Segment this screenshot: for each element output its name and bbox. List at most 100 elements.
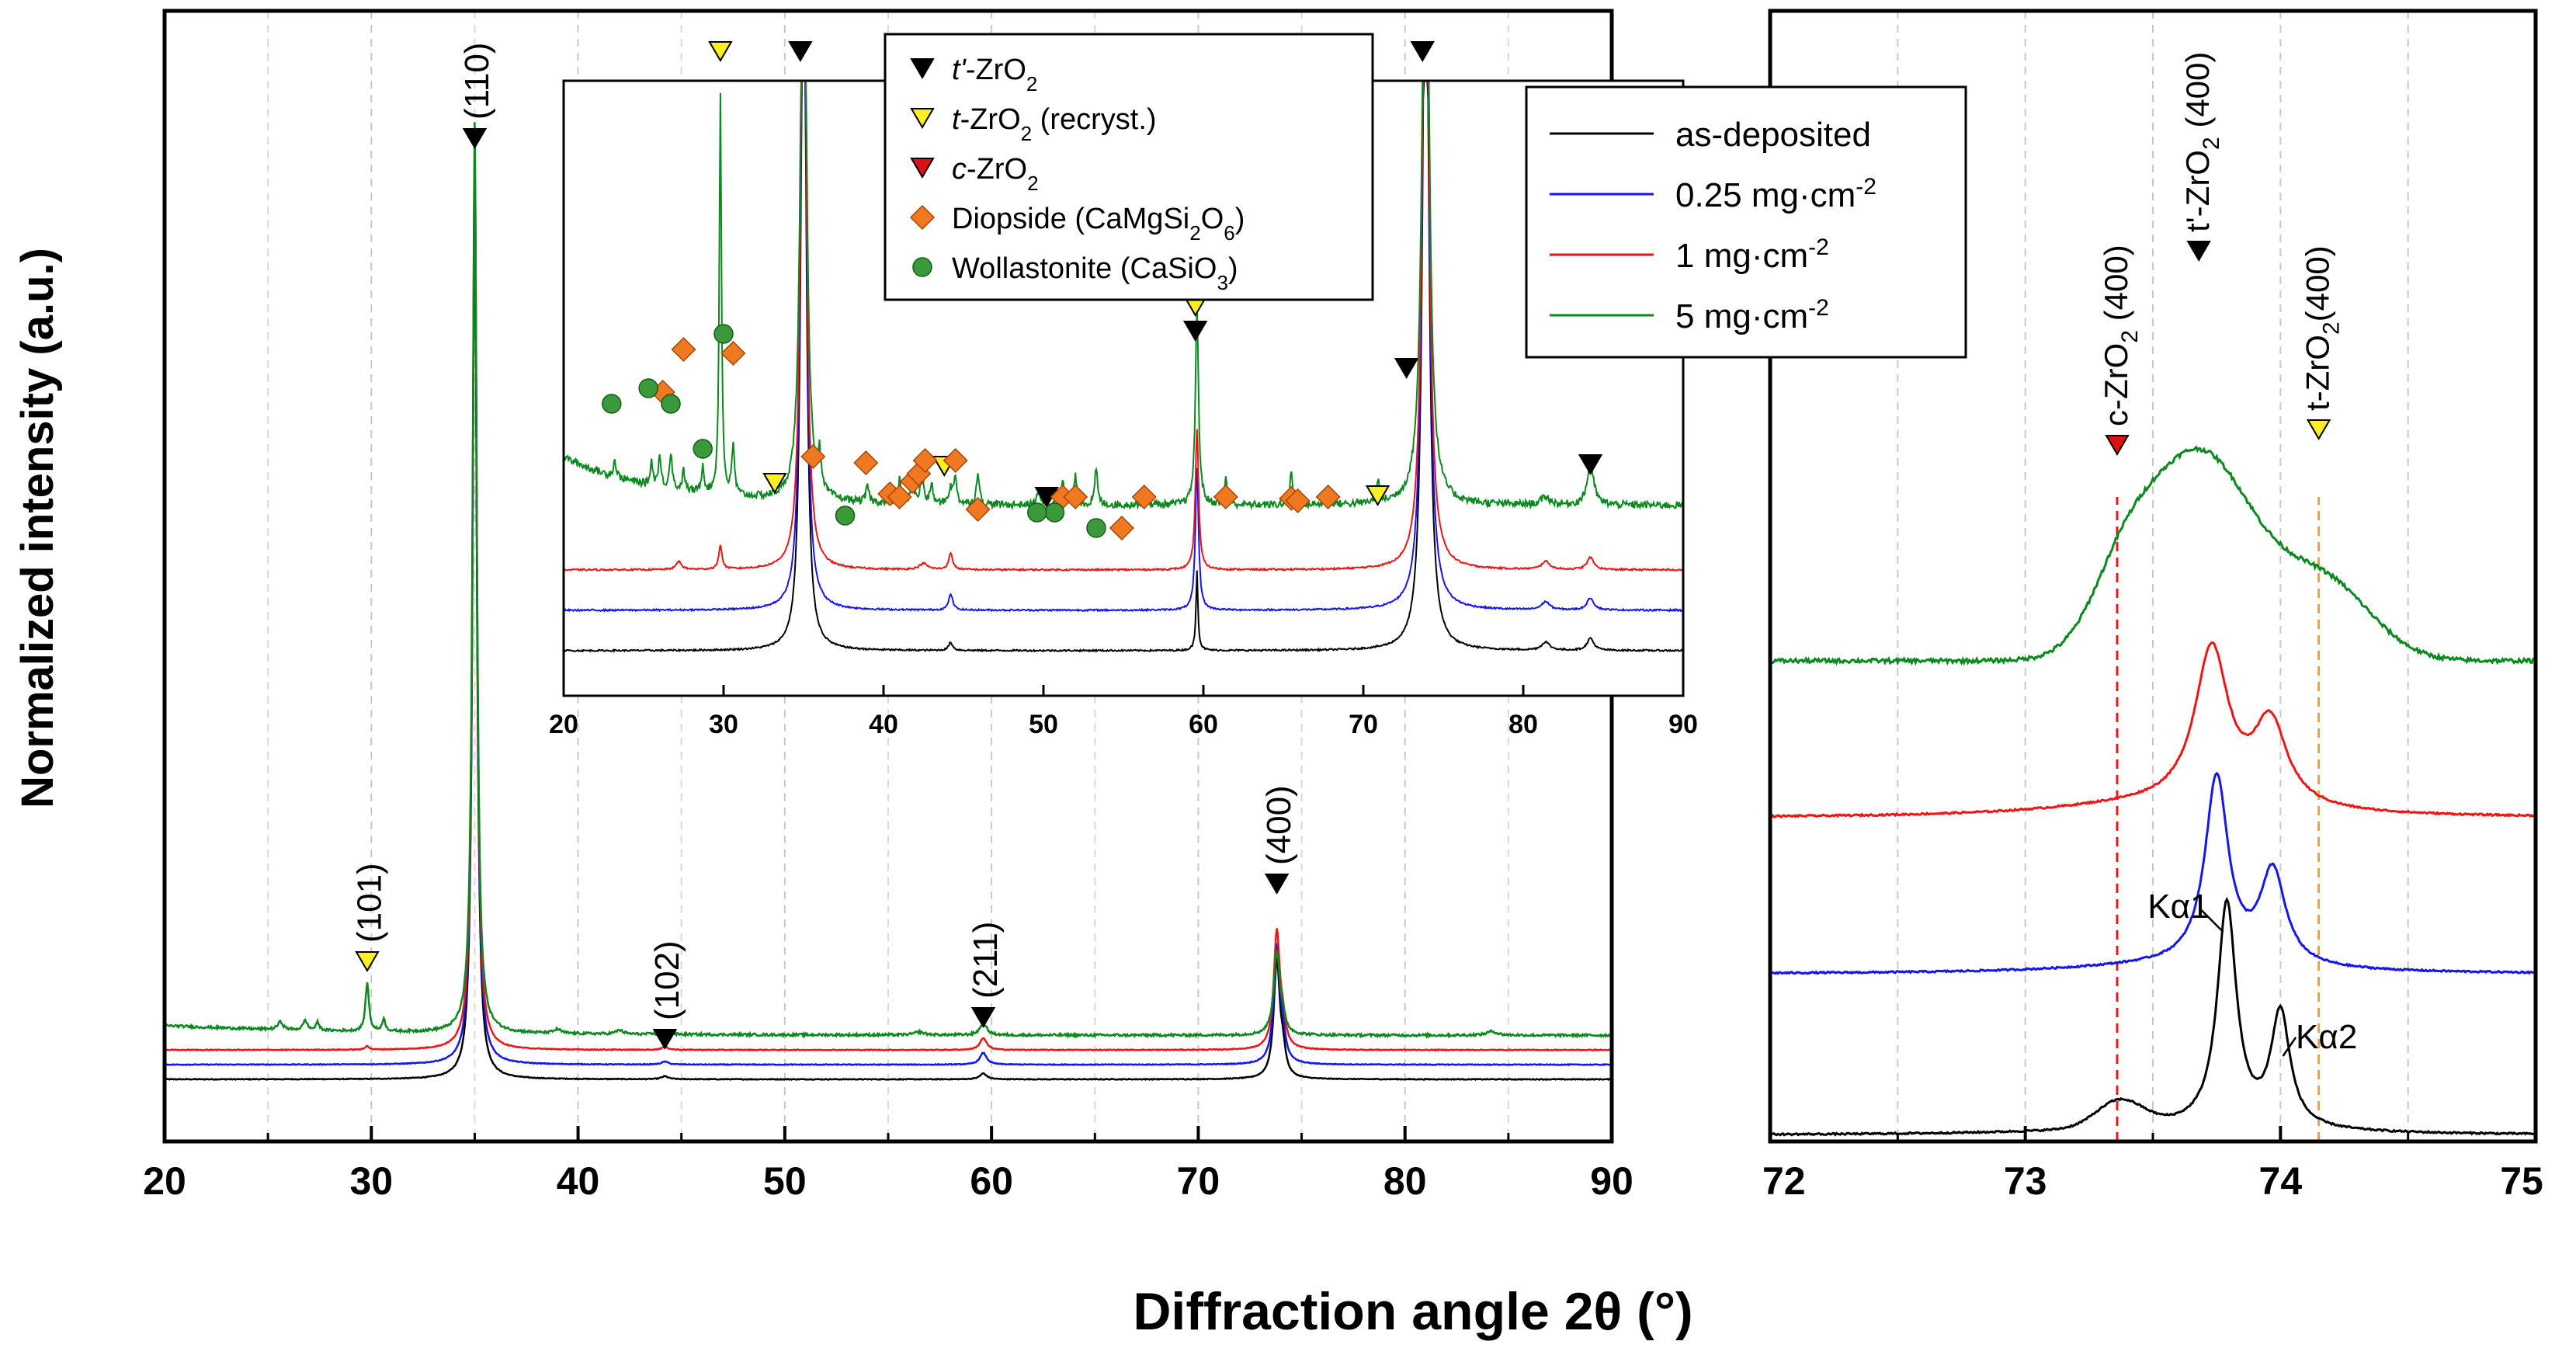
x-tick-label-inset: 60 [1189,710,1218,739]
series-legend-text: 0.25 mg·cm [1675,176,1856,214]
t-prime-marker [788,41,813,62]
x-tick-label-main: 70 [1177,1159,1220,1203]
diopside-marker [720,340,746,367]
series-line-inset-as-deposited [563,80,1684,654]
phase-legend-text: -ZrO [966,54,1026,86]
series-legend-superscript: -2 [1808,235,1829,260]
diopside-marker [1109,515,1135,541]
wollastonite-marker [661,394,681,414]
annotation-leader [2282,1037,2297,1057]
x-tick-label-inset: 50 [1029,710,1058,739]
reference-label-subscript: 2 [2117,330,2143,343]
reference-label-part: t'-ZrO [2179,150,2216,232]
diopside-marker [912,447,938,474]
phase-legend-label: c-ZrO2 [952,153,1039,195]
phase-legend-label: Diopside (CaMgSi2O6) [952,203,1245,245]
series-line-main-0.25 [164,155,1613,1067]
t-recryst-marker [1365,485,1390,506]
phase-legend-subscript: 2 [1026,72,1037,96]
series-legend-superscript: -2 [1856,174,1876,200]
phase-marker [2306,419,2331,440]
t-recryst-marker [708,41,733,62]
reference-label-part: t-ZrO [2300,335,2336,411]
phase-legend-label: t'-ZrO2 [952,54,1037,96]
series-line-inset-0.25 [563,80,1684,613]
peak-marker [462,128,488,149]
phase-legend-subscript: 2 [1027,172,1038,195]
diopside-marker [1285,488,1311,514]
phase-legend-text: -ZrO [967,153,1027,186]
wollastonite-marker [1044,502,1065,523]
legend-marker [910,108,935,129]
peak-label: (211) [967,922,1005,999]
wollastonite-marker [1027,502,1047,523]
annotation-ka1: Kα1 [2147,888,2209,926]
x-tick-label-inset: 40 [869,710,898,739]
series-legend-text: 5 mg·cm [1675,297,1808,335]
annotation-ka2: Kα2 [2296,1018,2357,1056]
phase-legend-text: Wollastonite (CaSiO [952,252,1217,285]
x-tick-label-main: 40 [557,1159,600,1203]
phase-legend-text: -ZrO [960,103,1021,136]
x-tick-label-inset: 80 [1508,710,1538,739]
phase-legend-subscript: 2 [1189,221,1200,245]
phase-legend-label: t-ZrO2 (recryst.) [952,103,1157,145]
reference-label-part: (400) [2179,52,2216,137]
phase-legend-box [884,33,1374,301]
diopside-marker [943,447,968,474]
series-legend-text: 1 mg·cm [1675,237,1808,275]
diopside-marker [887,484,912,510]
annotation-leader [2200,909,2224,933]
series-line-main-1 [164,140,1613,1052]
peak-label: (400) [1260,785,1298,865]
series-legend-label: 1 mg·cm-2 [1675,235,1829,276]
x-tick-label-inset: 90 [1668,710,1698,739]
series-line-zoom-5 [1769,445,2537,666]
series-legend-text: as-deposited [1675,116,1871,154]
reference-label: t'-ZrO2 (400) [2179,52,2224,232]
phase-legend-text: ) [1235,203,1245,235]
phase-legend-subscript: 6 [1224,221,1234,245]
phase-legend-text: O [1201,203,1224,235]
reference-label-part: c-ZrO [2098,343,2134,426]
peak-marker [1264,874,1290,895]
wollastonite-marker [713,324,734,344]
phase-marker [2186,241,2211,262]
wollastonite-marker [693,439,713,459]
x-tick-label-main: 90 [1590,1159,1633,1203]
legend-marker [912,257,932,277]
phase-legend-subscript: 2 [1021,122,1032,145]
x-tick-label-zoom: 73 [2004,1159,2047,1203]
x-tick-label-inset: 30 [709,710,738,739]
wollastonite-marker [835,506,856,526]
x-tick-label-main: 60 [970,1159,1013,1203]
peak-label: (110) [458,43,496,120]
phase-legend-text: ) [1228,252,1238,285]
reference-label-part: (400) [2098,245,2134,330]
x-tick-label-inset: 70 [1349,710,1378,739]
reference-label: c-ZrO2 (400) [2098,245,2143,426]
zoom-panel: c-ZrO2 (400)t'-ZrO2 (400)t-ZrO2(400)Kα1K… [1762,9,2543,1203]
x-tick-label-zoom: 74 [2259,1159,2303,1203]
diopside-marker [1213,484,1238,510]
diopside-marker [671,336,696,363]
peak-marker [355,951,380,972]
x-tick-label-zoom: 75 [2500,1159,2543,1203]
x-tick-label-main: 30 [349,1159,393,1203]
phase-legend-label: Wollastonite (CaSiO3) [952,252,1238,294]
series-line-main-5 [164,122,1613,1040]
series-legend-superscript: -2 [1808,295,1829,321]
t-prime-marker [1182,321,1208,342]
diopside-marker [1315,484,1341,510]
t-recryst-marker [762,473,787,494]
series-line-zoom-0.25 [1769,771,2536,975]
reference-label-part: (400) [2300,245,2336,321]
phase-legend-italic: c [952,153,967,186]
series-legend-label: 5 mg·cm-2 [1675,295,1829,336]
phase-legend-subscript: 3 [1217,271,1227,294]
phase-legend-text: (recryst.) [1032,103,1156,136]
reference-label: t-ZrO2(400) [2300,245,2345,411]
